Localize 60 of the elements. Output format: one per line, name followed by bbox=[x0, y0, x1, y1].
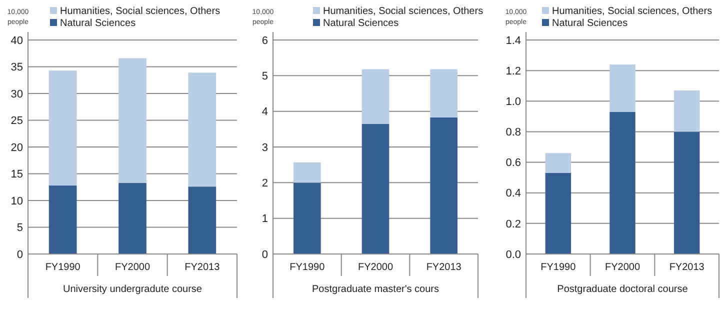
y-tick-label: 40 bbox=[10, 34, 23, 47]
legend-label: Humanities, Social sciences, Others bbox=[552, 6, 712, 17]
bar bbox=[48, 70, 77, 186]
x-tick-label: FY2013 bbox=[184, 262, 220, 273]
x-axis-title: University undergradute course bbox=[63, 284, 202, 295]
bar bbox=[610, 112, 636, 254]
bar bbox=[294, 162, 321, 183]
bar bbox=[48, 186, 77, 254]
legend-label: Natural Sciences bbox=[323, 18, 399, 29]
y-tick-label: 5 bbox=[262, 70, 268, 83]
legend-label: Natural Sciences bbox=[60, 18, 136, 29]
bar bbox=[188, 186, 216, 254]
y-tick-label: 6 bbox=[262, 34, 268, 47]
y-tick-label: 3 bbox=[262, 142, 268, 154]
y-tick-label: 0.2 bbox=[506, 218, 521, 230]
y-tick-label: 30 bbox=[10, 88, 23, 100]
y-tick-label: 0 bbox=[262, 248, 268, 261]
x-tick-label: FY1990 bbox=[45, 262, 81, 273]
bar bbox=[610, 64, 636, 112]
y-tick-label: 25 bbox=[10, 115, 23, 128]
x-tick-label: FY2013 bbox=[669, 262, 705, 273]
x-tick-label: FY2000 bbox=[114, 262, 150, 273]
bar bbox=[118, 182, 146, 254]
y-tick-label: 0.0 bbox=[506, 248, 521, 261]
y-tick-label: 5 bbox=[16, 222, 23, 234]
y-tick-label: 15 bbox=[10, 168, 23, 181]
x-axis-title: Postgraduate doctoral course bbox=[557, 284, 688, 295]
bar bbox=[294, 182, 321, 254]
y-tick-label: 10 bbox=[10, 195, 23, 208]
x-tick-label: FY1990 bbox=[290, 262, 326, 273]
y-tick-label: 1.4 bbox=[506, 34, 521, 47]
y-tick-label: 35 bbox=[10, 62, 23, 74]
bar bbox=[362, 124, 390, 254]
y-tick-label: 1.0 bbox=[506, 96, 521, 108]
bar bbox=[430, 69, 458, 118]
bar bbox=[545, 172, 572, 254]
bar bbox=[430, 117, 458, 254]
y-tick-label: 0.6 bbox=[506, 157, 521, 170]
legend-label: Natural Sciences bbox=[552, 18, 628, 29]
bar bbox=[118, 58, 146, 183]
y-tick-label: 4 bbox=[262, 106, 268, 118]
y-tick-label: 0.4 bbox=[506, 188, 521, 200]
bar bbox=[545, 153, 572, 173]
bar bbox=[362, 69, 390, 124]
y-tick-label: 0.8 bbox=[506, 126, 521, 139]
bar bbox=[188, 72, 216, 187]
legend-label: Humanities, Social sciences, Others bbox=[323, 6, 484, 17]
y-tick-label: 0 bbox=[16, 248, 23, 261]
y-tick-label: 2 bbox=[262, 178, 268, 190]
legend-label: Humanities, Social sciences, Others bbox=[60, 6, 220, 17]
bar bbox=[674, 132, 700, 254]
y-tick-label: 1 bbox=[262, 213, 268, 226]
bar bbox=[674, 90, 700, 132]
x-tick-label: FY2000 bbox=[604, 262, 640, 273]
x-tick-label: FY2013 bbox=[426, 262, 462, 273]
y-tick-label: 20 bbox=[10, 142, 23, 154]
x-tick-label: FY1990 bbox=[540, 262, 576, 273]
y-tick-label: 1.2 bbox=[506, 65, 521, 78]
x-axis-title: Postgraduate master's cours bbox=[312, 284, 439, 295]
x-tick-label: FY2000 bbox=[358, 262, 394, 273]
